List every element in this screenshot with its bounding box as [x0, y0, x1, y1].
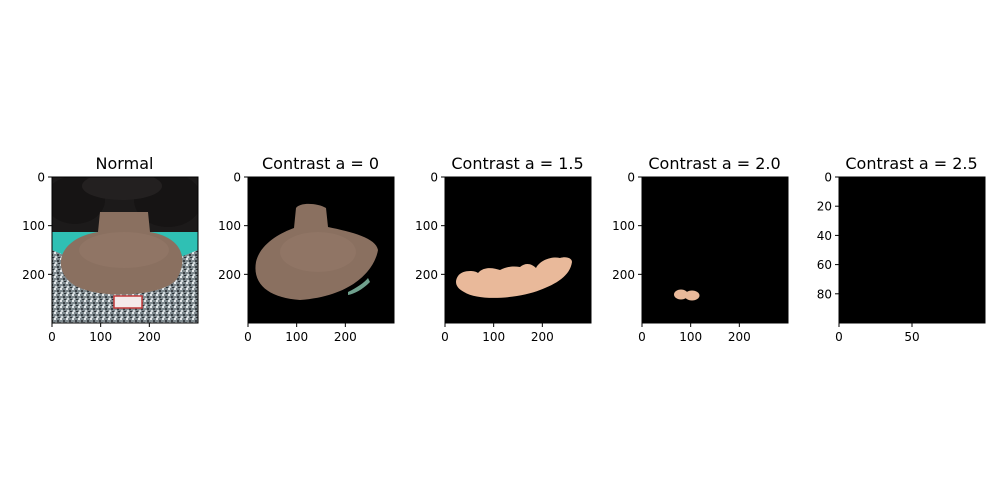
panel-image	[52, 177, 198, 323]
x-tick-label: 0	[835, 330, 843, 344]
x-tick-label: 200	[138, 330, 161, 344]
axes-frame	[641, 176, 789, 324]
x-tick-label: 50	[904, 330, 919, 344]
y-tick-label: 200	[612, 268, 635, 282]
y-tick-label: 200	[22, 268, 45, 282]
axes-normal: 0 100 200 0 100 200	[22, 171, 199, 344]
x-tick-label: 100	[482, 330, 505, 344]
y-tick-label: 100	[612, 219, 635, 233]
y-tick-label: 40	[817, 229, 832, 243]
x-tick-label: 0	[638, 330, 646, 344]
panel-normal: Normal	[52, 154, 198, 323]
axes-contrast-0: 0 100 200 0 100 200	[218, 171, 395, 344]
panel-title: Contrast a = 2.5	[845, 154, 977, 173]
x-tick-label: 200	[531, 330, 554, 344]
y-tick-label: 0	[37, 171, 45, 185]
x-tick-label: 100	[89, 330, 112, 344]
y-tick-label: 0	[824, 171, 832, 185]
y-tick-label: 200	[218, 268, 241, 282]
y-tick-label: 0	[430, 171, 438, 185]
y-tick-label: 0	[233, 171, 241, 185]
axes-frame	[444, 176, 592, 324]
y-tick-label: 100	[218, 219, 241, 233]
x-tick-label: 0	[244, 330, 252, 344]
panel-title: Normal	[96, 154, 154, 173]
panel-contrast-1-5: Contrast a = 1.5	[445, 154, 591, 323]
y-tick-label: 0	[627, 171, 635, 185]
panel-title: Contrast a = 1.5	[451, 154, 583, 173]
panel-image	[445, 177, 591, 323]
panel-image	[642, 177, 788, 323]
y-tick-label: 100	[22, 219, 45, 233]
y-tick-label: 100	[415, 219, 438, 233]
y-tick-label: 60	[817, 258, 832, 272]
panel-contrast-0: Contrast a = 0	[248, 154, 394, 323]
x-tick-label: 100	[679, 330, 702, 344]
panel-image	[839, 177, 985, 323]
panel-title: Contrast a = 2.0	[648, 154, 780, 173]
x-tick-label: 100	[285, 330, 308, 344]
panel-contrast-2-0: Contrast a = 2.0	[642, 154, 788, 323]
y-tick-label: 80	[817, 287, 832, 301]
axes-contrast-2-5: 0 50 0 20 40 60 80	[817, 171, 986, 344]
panel-contrast-2-5: Contrast a = 2.5	[839, 154, 985, 323]
axes-contrast-2-0: 0 100 200 0 100 200	[612, 171, 789, 344]
x-tick-label: 0	[441, 330, 449, 344]
panel-title: Contrast a = 0	[262, 154, 379, 173]
x-tick-label: 200	[728, 330, 751, 344]
x-tick-label: 0	[48, 330, 56, 344]
x-tick-label: 200	[334, 330, 357, 344]
axes-contrast-1-5: 0 100 200 0 100 200	[415, 171, 592, 344]
axes-frame	[51, 176, 199, 324]
y-tick-label: 200	[415, 268, 438, 282]
panel-image	[248, 177, 394, 323]
y-tick-label: 20	[817, 200, 832, 214]
axes-frame	[247, 176, 395, 324]
